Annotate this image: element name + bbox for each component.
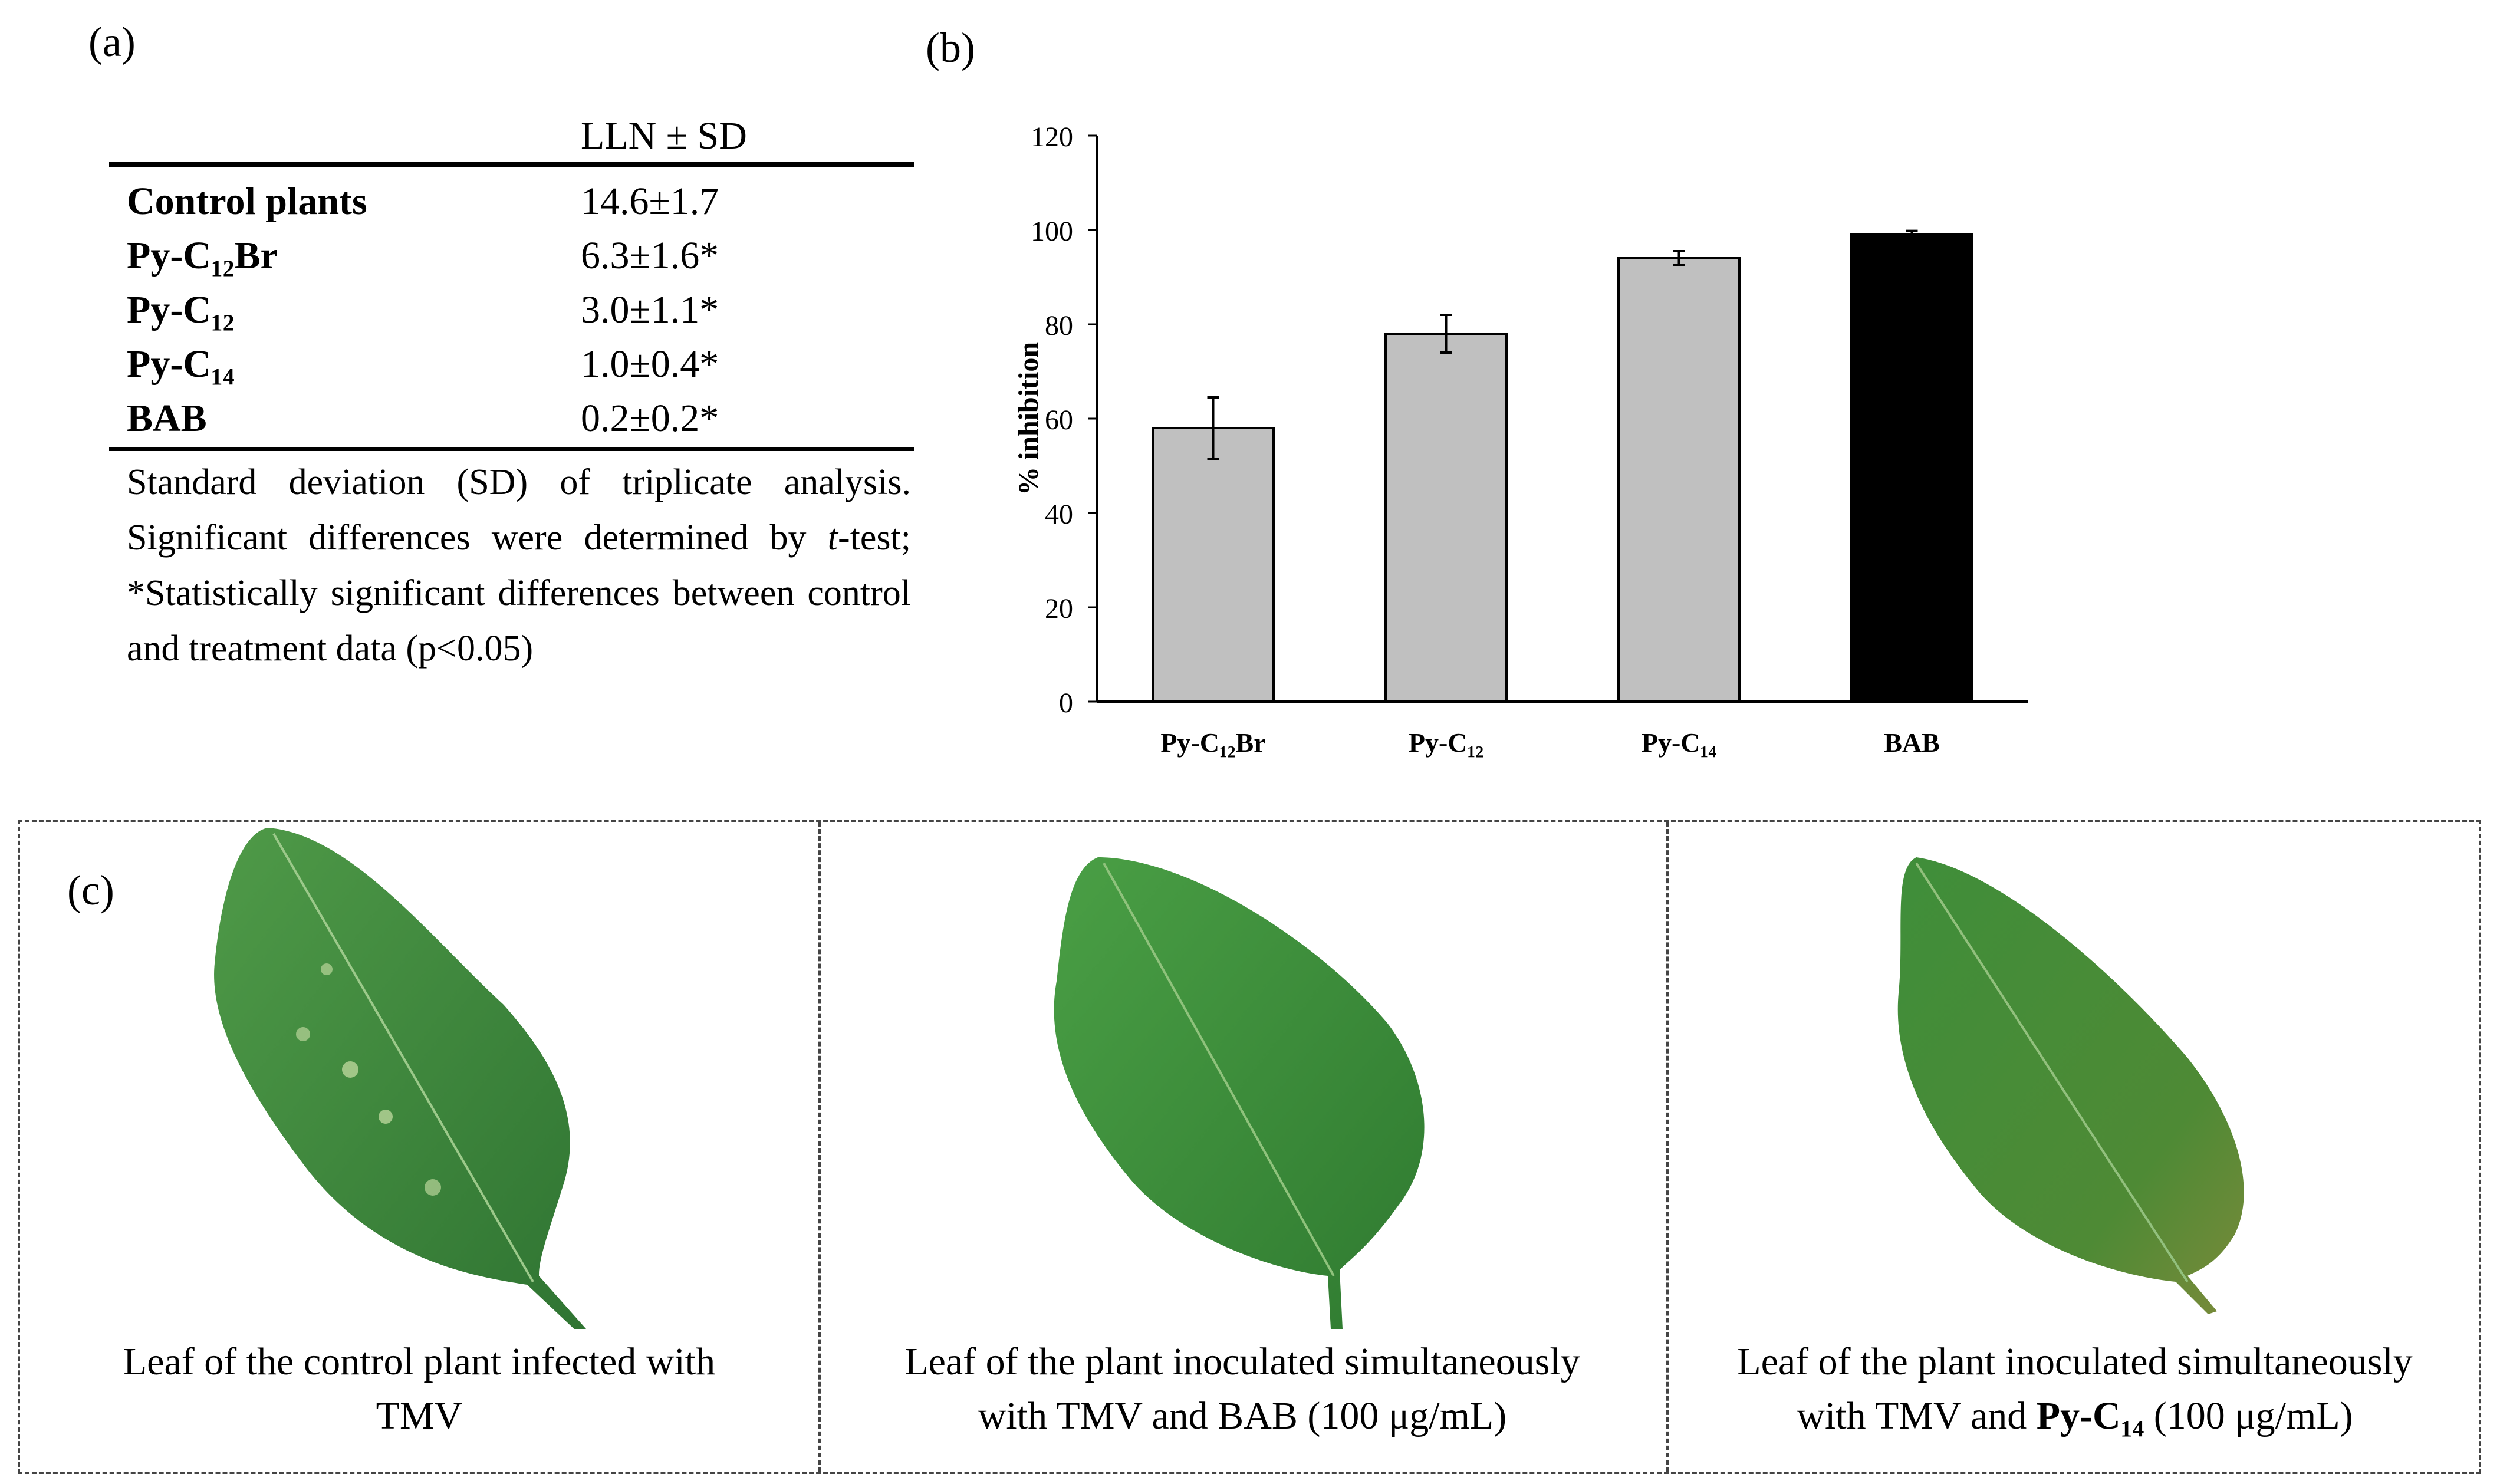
row-label: Py-C₁₄ [127,343,235,386]
inhibition-bar-chart: % inhibition 0 20 40 60 80 100 120 Py-C₁₂Br Py-… [1013,121,2028,758]
bar [1617,257,1741,703]
table-row: BAB 0.2±0.2* [109,388,914,442]
y-tick-label: 80 [1045,310,1073,341]
leaf-cell-control: Leaf of the control plant infected with … [20,822,818,1472]
column-header-lln: LLN ± SD [581,114,747,157]
caption-line1: Leaf of the plant inoculated simultaneou… [1737,1340,2413,1383]
x-tick-label: Py-C₁₄ [1642,728,1716,758]
y-tick-label: 0 [1059,687,1073,719]
x-tick-label: Py-C₁₂ [1409,728,1483,758]
row-value: 14.6±1.7 [581,180,719,223]
leaf-cell-bab: Leaf of the plant inoculated simultaneou… [821,822,1664,1472]
caption-line2-text: with TMV and [1797,1394,2037,1437]
panel-a-label: (a) [88,18,136,65]
panel-c-label: (c) [67,867,114,914]
caption-line1: Leaf of the plant inoculated simultaneou… [904,1340,1580,1383]
row-value: 1.0±0.4* [581,343,719,386]
panel-divider [818,822,821,1472]
panel-divider [1666,822,1669,1472]
y-tick-label: 40 [1045,499,1073,530]
footnote-part1: Standard deviation (SD) of triplicate an… [127,462,911,558]
row-label: Py-C₁₂Br [127,234,278,277]
y-tick-label: 120 [1031,121,1073,153]
table-row: Py-C₁₂ 3.0±1.1* [109,279,914,334]
row-value: 3.0±1.1* [581,288,719,331]
table-header: LLN ± SD [109,109,914,167]
row-label: Control plants [127,180,367,223]
leaf-image-pyc14 [1897,857,2244,1314]
y-axis-title: % inhibition [1013,342,1044,495]
leaf-image-control [214,828,586,1329]
x-tick-label: Py-C₁₂Br [1160,728,1265,758]
caption-line2: TMV [376,1394,463,1437]
y-tick-label: 100 [1031,216,1073,247]
row-label: BAB [127,397,207,440]
bar [1152,427,1275,703]
panel-b-label: (b) [926,24,975,71]
table-body: Control plants 14.6±1.7 Py-C₁₂Br 6.3±1.6… [109,167,914,451]
table-row: Py-C₁₂Br 6.3±1.6* [109,225,914,279]
leaf-cell-pyc14: Leaf of the plant inoculated simultaneou… [1669,822,2481,1472]
y-tick-label: 60 [1045,404,1073,436]
x-tick-label: BAB [1884,728,1940,758]
table-footnote: Standard deviation (SD) of triplicate an… [109,455,911,676]
caption-line2-bold: Py-C₁₄ [2036,1394,2144,1437]
leaf-photo-panel: (c) Leaf of the control plant infected w… [18,820,2481,1474]
lln-table: LLN ± SD Control plants 14.6±1.7 Py-C₁₂B… [109,109,914,676]
row-label: Py-C₁₂ [127,288,235,331]
table-row: Py-C₁₄ 1.0±0.4* [109,334,914,388]
bar [1850,233,1973,703]
leaf-caption-bab: Leaf of the plant inoculated simultaneou… [821,1335,1664,1443]
table-row: Control plants 14.6±1.7 [109,171,914,225]
row-value: 0.2±0.2* [581,397,719,440]
row-value: 6.3±1.6* [581,234,719,277]
caption-line1: Leaf of the control plant infected with [123,1340,716,1383]
caption-line2: with TMV and BAB (100 μg/mL) [978,1394,1507,1437]
caption-line2-tail: (100 μg/mL) [2144,1394,2353,1437]
footnote-part2: -test; *Statistically significant differ… [127,518,911,669]
leaf-caption-pyc14: Leaf of the plant inoculated simultaneou… [1669,1335,2481,1443]
caption-line2: with TMV and Py-C₁₄ (100 μg/mL) [1669,1389,2481,1443]
y-tick-label: 20 [1045,593,1073,624]
bar [1384,333,1508,703]
leaf-caption-control: Leaf of the control plant infected with … [20,1335,818,1443]
leaf-image-bab [1054,857,1425,1329]
footnote-italic: t [827,518,838,558]
